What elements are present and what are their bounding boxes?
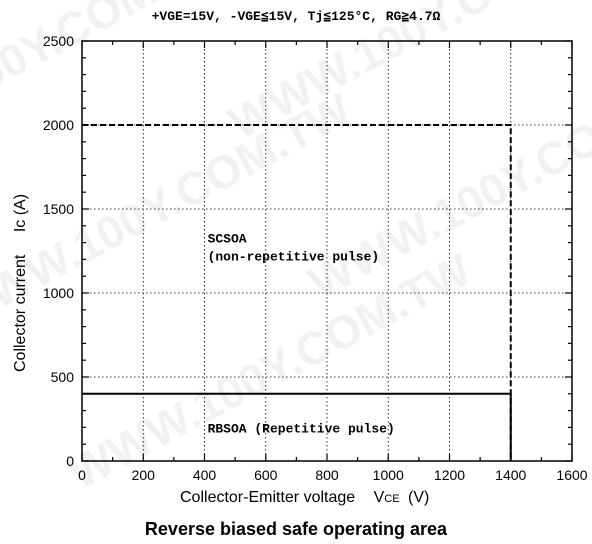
- region-label: SCSOA: [208, 232, 247, 247]
- x-axis-label-main: Collector-Emitter voltage: [180, 489, 355, 506]
- region-annotations: SCSOA (non-repetitive pulse) RBSOA (Repeti…: [208, 232, 395, 437]
- series-layer: [82, 124, 512, 461]
- x-tick-label: 1200: [434, 467, 465, 483]
- y-tick-label: 1500: [43, 201, 74, 217]
- y-tick-label: 500: [51, 369, 75, 385]
- svg-text:Collector current Ic (A): Collector current Ic (A): [12, 194, 29, 372]
- x-tick-label: 0: [78, 467, 86, 483]
- x-tick-label: 800: [315, 467, 339, 483]
- y-tick-labels: 0 500 1000 1500 2000 2500: [43, 33, 74, 469]
- x-tick-label: 400: [193, 467, 217, 483]
- y-axis-label-symbol: Ic (A): [12, 194, 29, 232]
- y-tick-label: 1000: [43, 285, 74, 301]
- x-axis-label-symbol: VCE: [374, 489, 400, 506]
- x-tick-labels: 0 200 400 600 800 1000 1200 1400 1600: [78, 467, 588, 483]
- y-tick-label: 2500: [43, 33, 74, 49]
- y-axis-label: Collector current Ic (A): [12, 194, 29, 372]
- y-tick-label: 2000: [43, 117, 74, 133]
- chart-title: +VGE=15V, -VGE≦15V, Tj≦125°C, RG≧4.7Ω: [152, 9, 441, 24]
- region-label-sub: (non-repetitive pulse): [208, 250, 380, 265]
- scsoa-line: [82, 124, 512, 461]
- y-tick-label: 0: [66, 453, 74, 469]
- x-tick-label: 600: [254, 467, 278, 483]
- x-tick-label: 1600: [556, 467, 587, 483]
- x-tick-label: 200: [132, 467, 156, 483]
- x-tick-label: 1000: [373, 467, 404, 483]
- chart-caption: Reverse biased safe operating area: [145, 519, 448, 539]
- x-axis-label-unit: (V): [408, 489, 429, 506]
- region-label: RBSOA (Repetitive pulse): [208, 421, 395, 436]
- x-axis-label: Collector-Emitter voltage VCE (V): [180, 489, 429, 506]
- x-tick-label: 1400: [495, 467, 526, 483]
- y-axis-label-main: Collector current: [12, 254, 29, 372]
- tick-marks: [81, 40, 573, 462]
